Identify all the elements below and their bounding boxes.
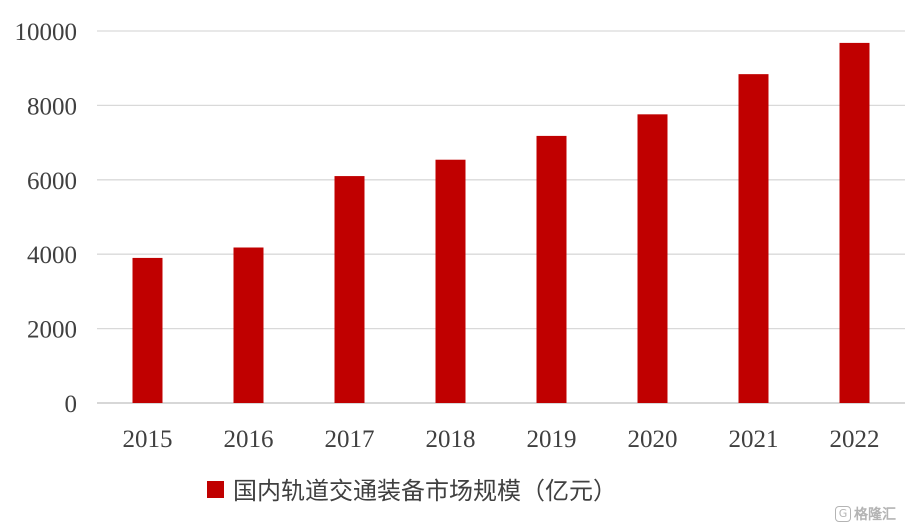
watermark-text: 格隆汇 (854, 507, 896, 523)
bar-2022 (839, 42, 870, 404)
x-tick-label: 2020 (628, 426, 678, 453)
gridlines (97, 30, 905, 404)
bar-2021 (738, 74, 769, 403)
x-tick-label: 2019 (527, 426, 577, 453)
x-axis-tick-labels: 2015 2016 2017 2018 2019 2020 2021 2022 (123, 426, 880, 453)
y-tick-label: 2000 (27, 317, 77, 344)
bar-2019 (536, 135, 567, 404)
y-axis-tick-labels: 0 2000 4000 6000 8000 10000 (15, 19, 78, 418)
bar-2015 (132, 257, 163, 403)
x-tick-label: 2018 (426, 426, 476, 453)
x-tick-label: 2021 (729, 426, 779, 453)
y-tick-label: 8000 (27, 93, 77, 120)
y-tick-label: 6000 (27, 168, 77, 195)
x-tick-label: 2022 (830, 426, 880, 453)
bar-2016 (233, 247, 264, 403)
x-tick-label: 2017 (325, 426, 375, 453)
legend: 国内轨道交通装备市场规模（亿元） (207, 477, 617, 505)
x-tick-label: 2015 (123, 426, 173, 453)
bar-2017 (334, 176, 365, 403)
bars (132, 42, 870, 404)
y-tick-label: 0 (65, 391, 78, 418)
y-tick-label: 4000 (27, 242, 77, 269)
y-tick-label: 10000 (15, 19, 78, 46)
bar-2020 (637, 114, 668, 403)
watermark: G 格隆汇 (835, 504, 896, 524)
bar-2018 (435, 159, 466, 403)
legend-label: 国内轨道交通装备市场规模（亿元） (233, 477, 617, 505)
watermark-logo-icon: G (835, 506, 851, 522)
legend-swatch (207, 481, 224, 498)
x-tick-label: 2016 (224, 426, 274, 453)
